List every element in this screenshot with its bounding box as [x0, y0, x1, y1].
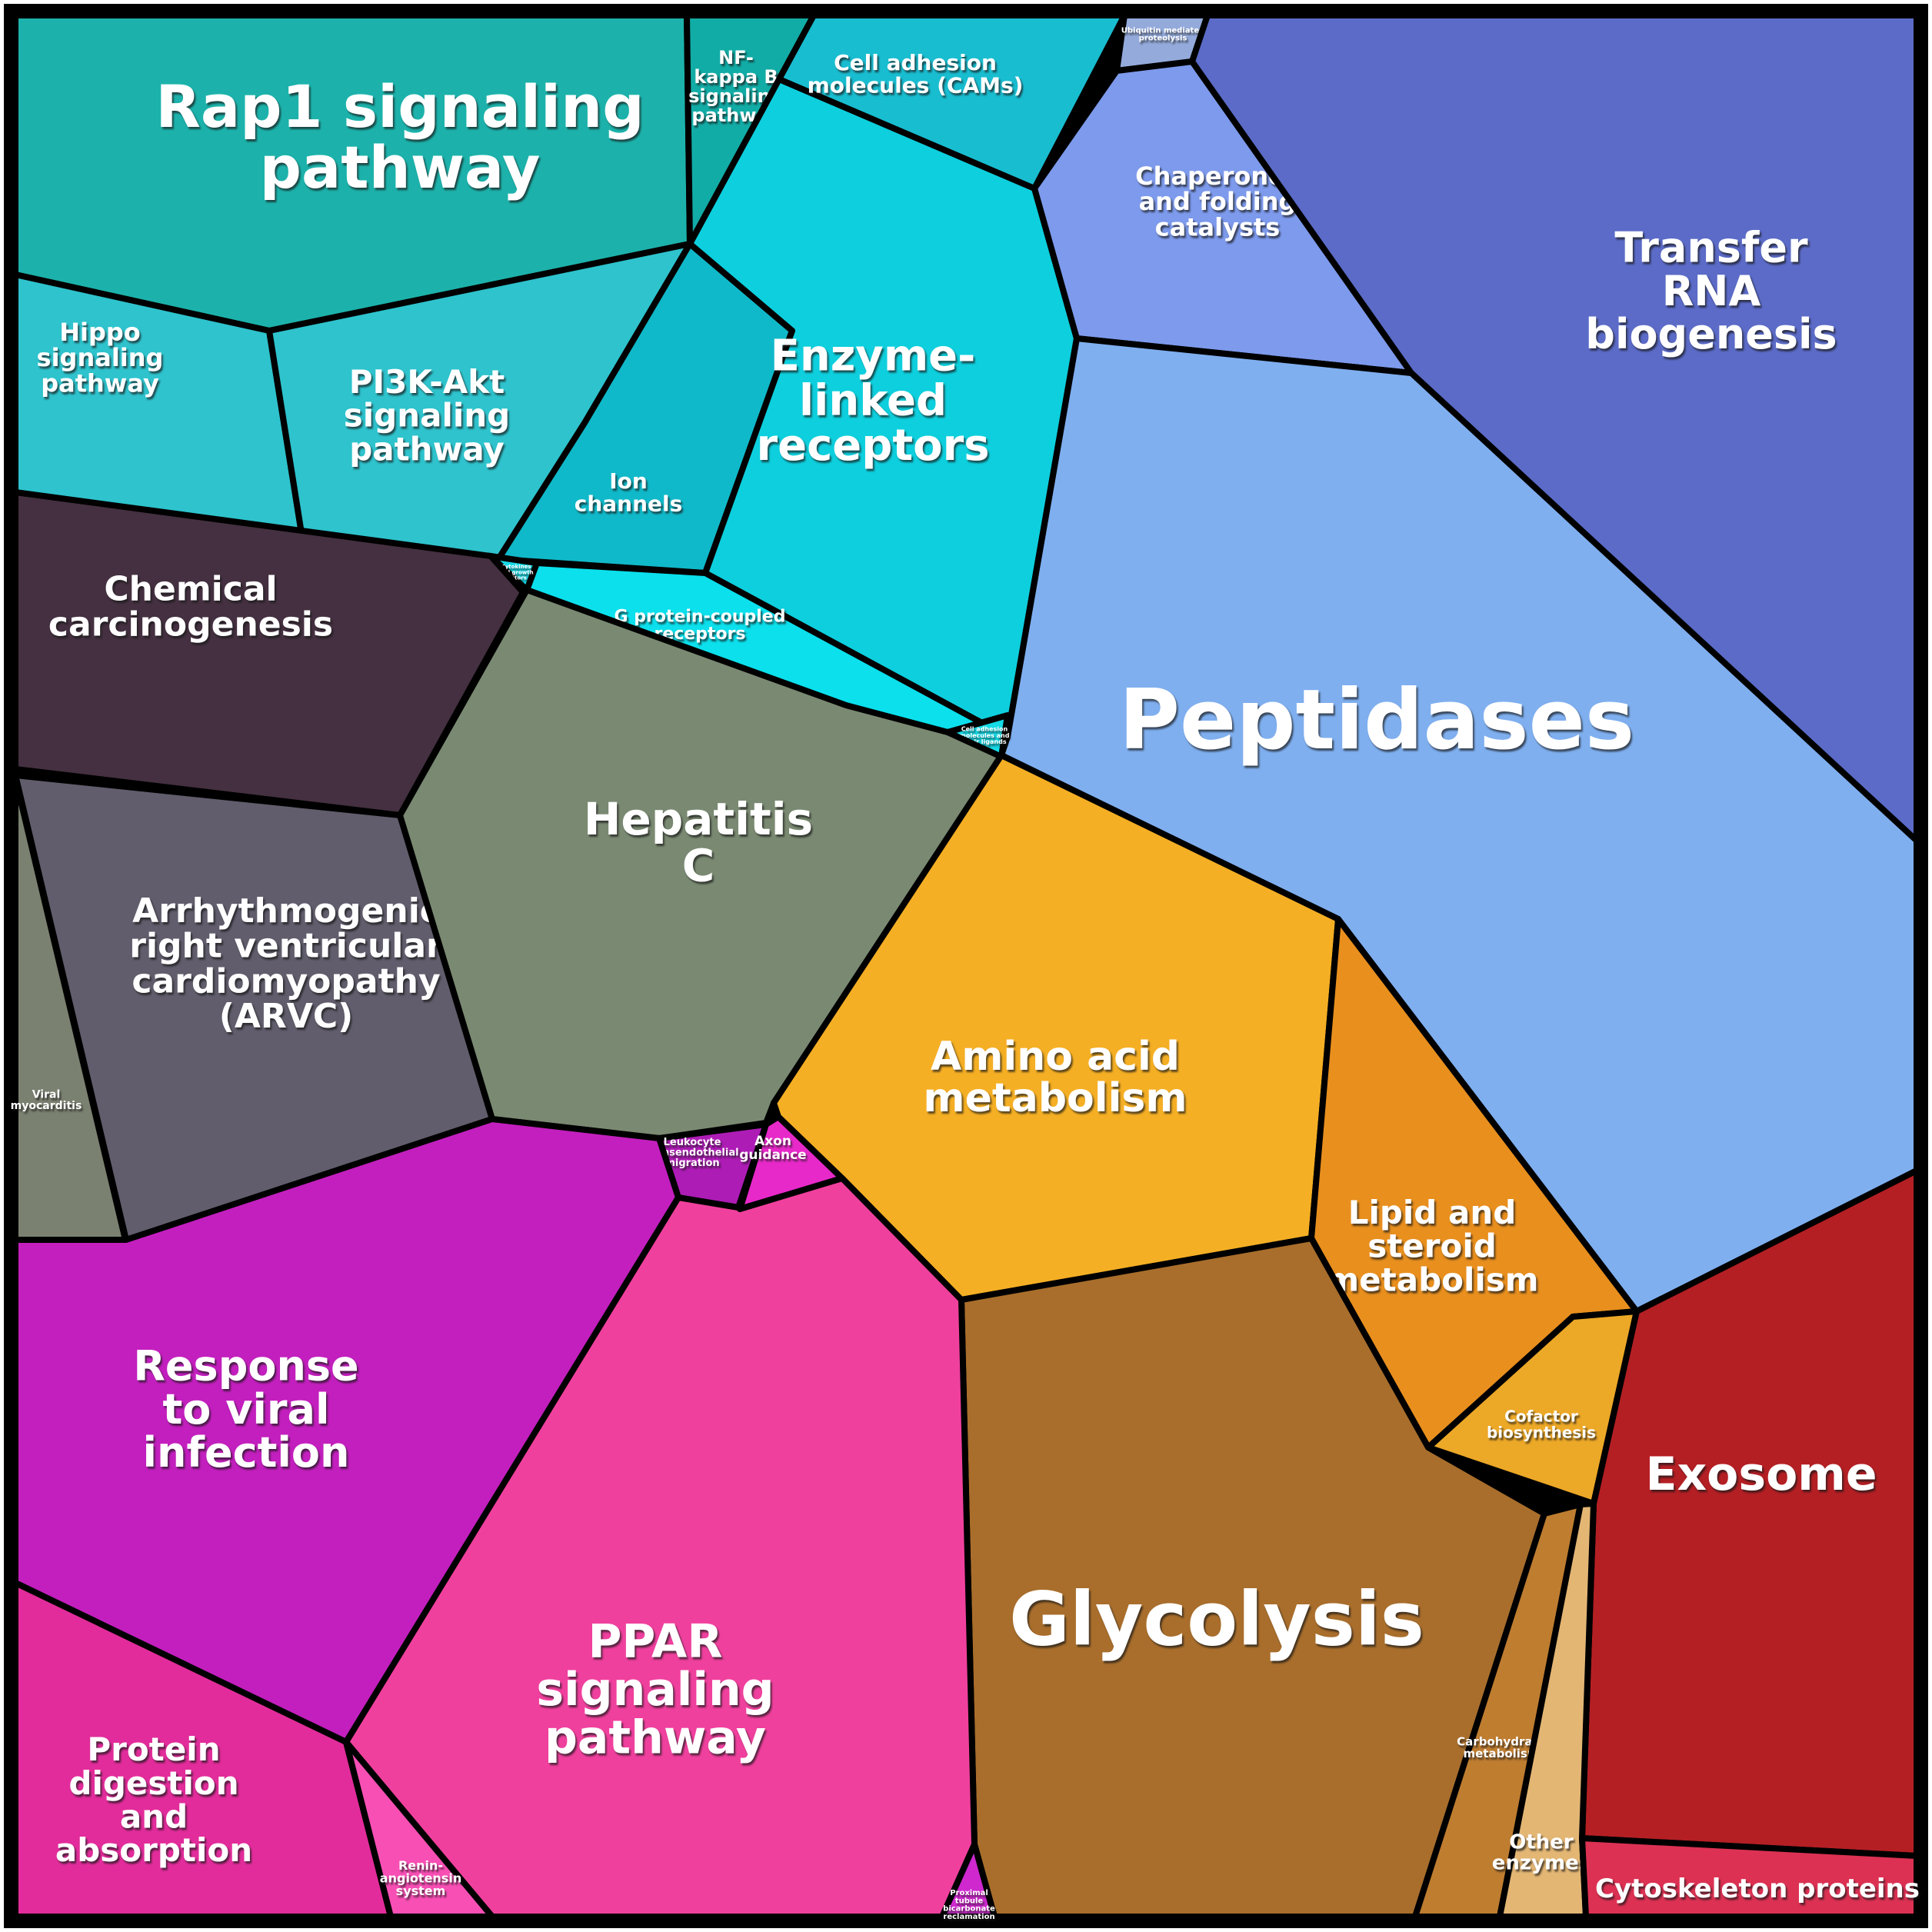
tile-proximal-tubule[interactable]	[939, 1841, 998, 1920]
tile-cytoskeleton-proteins[interactable]	[1579, 1835, 1920, 1920]
tile-trna-biogenesis[interactable]	[1189, 12, 1920, 844]
tile-hepatitis-c[interactable]	[397, 587, 1004, 1141]
tile-renin-angiotensin[interactable]	[343, 1739, 495, 1920]
